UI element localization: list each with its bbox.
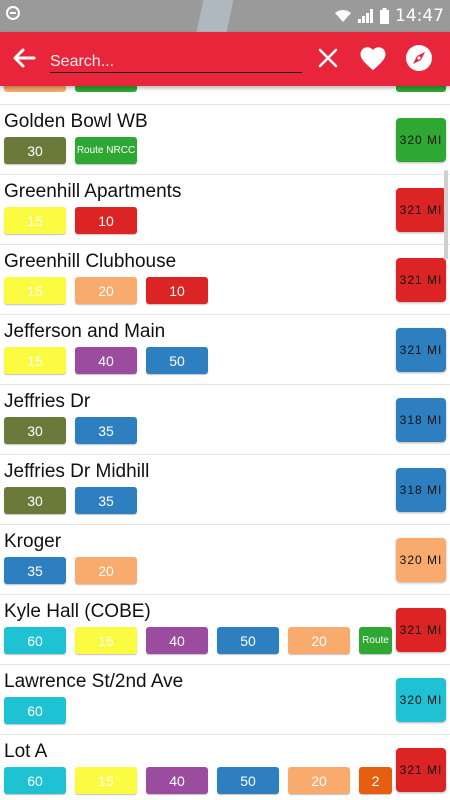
route-chip[interactable]: 40	[75, 347, 137, 374]
stop-name: Jeffries Dr	[4, 391, 91, 412]
route-chip[interactable]: 40	[146, 767, 208, 794]
distance-badge: 320 MI	[396, 678, 446, 722]
compass-icon[interactable]	[404, 43, 434, 73]
back-arrow-icon[interactable]	[10, 44, 38, 72]
route-chip[interactable]: 20	[288, 767, 350, 794]
route-chip[interactable]: 35	[75, 417, 137, 444]
wifi-icon	[334, 9, 352, 23]
route-chip[interactable]: 20	[75, 557, 137, 584]
distance-badge: 321 MI	[396, 328, 446, 372]
stop-list-item[interactable]: Greenhill Apartments 15 10 321 MI	[0, 175, 450, 245]
stop-name: Kroger	[4, 531, 62, 552]
route-chip[interactable]: 15	[4, 347, 66, 374]
search-toolbar	[0, 32, 450, 86]
stop-list-item[interactable]: Lawrence St/2nd Ave 60 320 MI	[0, 665, 450, 735]
route-chip[interactable]: 2	[359, 767, 392, 794]
route-chip[interactable]: 50	[217, 767, 279, 794]
distance-badge: 320 MI	[396, 118, 446, 162]
stop-name: Lawrence St/2nd Ave	[4, 671, 184, 692]
route-chip[interactable]: 30	[4, 487, 66, 514]
route-chip[interactable]: 35	[75, 487, 137, 514]
route-chips: 60 15 40 50 20 2	[4, 767, 444, 795]
stop-name: Golden Bowl WB	[4, 111, 148, 132]
route-chip[interactable]: 10	[146, 277, 208, 304]
status-icons: 14:47	[334, 6, 444, 26]
stop-name: Jeffries Dr Midhill	[4, 461, 150, 482]
stop-list-item[interactable]: Kroger 35 20 320 MI	[0, 525, 450, 595]
route-chip[interactable]: 50	[146, 347, 208, 374]
signal-icon	[358, 9, 374, 23]
clock: 14:47	[395, 6, 444, 26]
route-chips: 35 20	[4, 557, 444, 585]
search-box	[50, 46, 302, 74]
route-chips: 15 40 50	[4, 347, 444, 375]
route-chips: 30 Route NRCC	[4, 137, 444, 165]
distance-badge	[396, 86, 446, 92]
stop-list[interactable]: Golden Bowl WB 30 Route NRCC 320 MI Greenhil…	[0, 86, 450, 800]
stop-list-item[interactable]: Greenhill Clubhouse 15 20 10 321 MI	[0, 245, 450, 315]
route-chips: 15 10	[4, 207, 444, 235]
status-bar: 14:47	[0, 0, 450, 32]
route-chip	[4, 86, 66, 92]
route-chip[interactable]: Route NRCC	[75, 137, 137, 164]
route-chip[interactable]: 50	[217, 627, 279, 654]
route-chip[interactable]: 60	[4, 767, 66, 794]
stop-list-item[interactable]: Lot A 60 15 40 50 20 2 321 MI	[0, 735, 450, 800]
route-chip[interactable]: 35	[4, 557, 66, 584]
scrollbar[interactable]	[444, 170, 448, 260]
distance-badge: 321 MI	[396, 188, 446, 232]
partial-list-item[interactable]	[0, 86, 450, 105]
route-chip[interactable]: 60	[4, 627, 66, 654]
stop-list-item[interactable]: Jeffries Dr 30 35 318 MI	[0, 385, 450, 455]
stop-list-item[interactable]: Kyle Hall (COBE) 60 15 40 50 20 Route 321 MI	[0, 595, 450, 665]
route-chip[interactable]: 10	[75, 207, 137, 234]
distance-badge: 321 MI	[396, 258, 446, 302]
route-chips: 30 35	[4, 487, 444, 515]
route-chips: 60	[4, 697, 444, 725]
do-not-disturb-icon	[6, 6, 20, 20]
distance-badge: 318 MI	[396, 398, 446, 442]
route-chips: 60 15 40 50 20 Route	[4, 627, 444, 655]
stop-name: Jefferson and Main	[4, 321, 166, 342]
search-input[interactable]	[50, 46, 302, 74]
distance-badge: 321 MI	[396, 748, 446, 792]
route-chip[interactable]: 15	[75, 767, 137, 794]
route-chip[interactable]: 40	[146, 627, 208, 654]
route-chip[interactable]: 15	[4, 207, 66, 234]
stop-name: Greenhill Apartments	[4, 181, 182, 202]
stop-name: Kyle Hall (COBE)	[4, 601, 151, 622]
heart-icon[interactable]	[358, 44, 388, 74]
close-icon[interactable]	[314, 44, 342, 72]
route-chip[interactable]: 20	[288, 627, 350, 654]
route-chip[interactable]: 60	[4, 697, 66, 724]
distance-badge: 321 MI	[396, 608, 446, 652]
route-chips: 30 35	[4, 417, 444, 445]
stop-list-item[interactable]: Golden Bowl WB 30 Route NRCC 320 MI	[0, 105, 450, 175]
distance-badge: 320 MI	[396, 538, 446, 582]
distance-badge: 318 MI	[396, 468, 446, 512]
route-chip[interactable]: 15	[75, 627, 137, 654]
route-chips: 15 20 10	[4, 277, 444, 305]
stop-list-item[interactable]: Jefferson and Main 15 40 50 321 MI	[0, 315, 450, 385]
route-chip[interactable]: 30	[4, 417, 66, 444]
stop-list-item[interactable]: Jeffries Dr Midhill 30 35 318 MI	[0, 455, 450, 525]
route-chip	[75, 86, 137, 92]
route-chip[interactable]: Route	[359, 627, 392, 654]
route-chip[interactable]: 15	[4, 277, 66, 304]
stop-name: Greenhill Clubhouse	[4, 251, 177, 272]
stop-name: Lot A	[4, 741, 48, 762]
battery-icon	[380, 8, 389, 24]
background-map-fragment	[196, 0, 234, 32]
route-chip[interactable]: 20	[75, 277, 137, 304]
route-chip[interactable]: 30	[4, 137, 66, 164]
